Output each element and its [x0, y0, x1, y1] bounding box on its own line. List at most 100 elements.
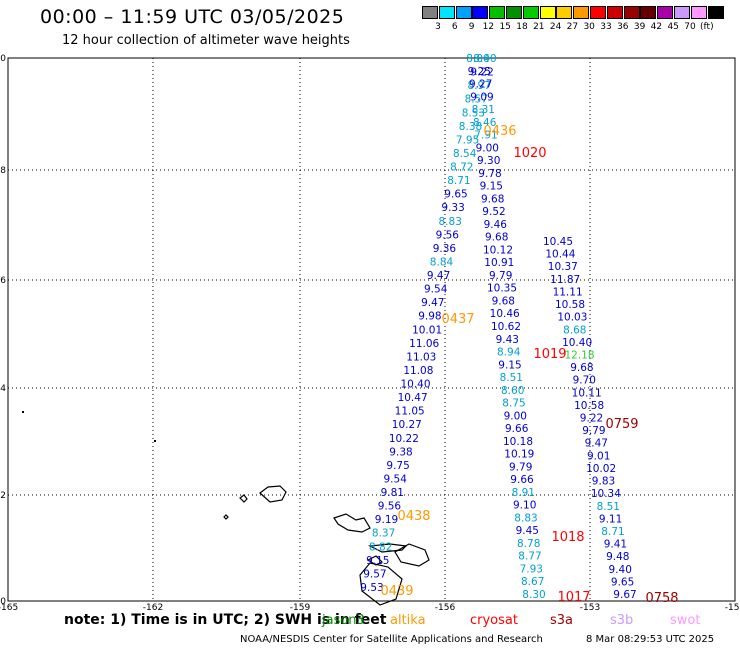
pass-time-label: 0439	[380, 584, 413, 599]
scale-swatch	[590, 6, 606, 19]
wave-height-label: 9.27	[469, 79, 492, 91]
island-outline	[259, 485, 287, 503]
wave-height-label: 9.48	[606, 551, 629, 563]
wave-height-label: 10.37	[548, 261, 578, 273]
scale-swatch	[640, 6, 657, 19]
wave-height-label: 9.68	[492, 296, 515, 308]
scale-label: 24	[549, 22, 562, 32]
wave-height-label: 9.68	[481, 193, 504, 205]
wave-height-label: 9.54	[384, 474, 408, 486]
wave-height-label: 7.91	[474, 130, 497, 142]
legend-s3b: s3b	[610, 613, 634, 628]
wave-height-label: 9.47	[427, 270, 450, 282]
wave-height-label: 9.79	[489, 270, 512, 282]
wave-height-label: 10.40	[562, 337, 592, 349]
wave-height-label: 9.67	[613, 589, 636, 601]
wave-height-label: 8.78	[517, 538, 540, 550]
pass-time-label: 0438	[397, 509, 430, 524]
wave-height-label: 9.15	[480, 181, 503, 193]
wave-height-label: 10.34	[591, 488, 621, 500]
scale-swatch	[539, 6, 556, 19]
wave-height-label: 9.78	[478, 168, 501, 180]
wave-height-label: 9.25	[468, 66, 491, 78]
wave-height-label: 10.40	[400, 379, 430, 391]
wave-height-label: 10.44	[545, 249, 575, 261]
wave-height-label: 8.72	[450, 162, 473, 174]
legend-jason3: jason3	[322, 613, 365, 628]
wave-height-label: 11.03	[406, 351, 436, 363]
wave-height-label: 10.22	[389, 433, 419, 445]
wave-height-label: 8.97	[468, 80, 491, 92]
page-subtitle: 12 hour collection of altimeter wave hei…	[62, 33, 350, 48]
wave-height-label: 8.84	[430, 257, 454, 269]
lon-tick-label: -156	[435, 603, 456, 613]
lon-tick-label: -150	[725, 603, 740, 613]
wave-height-label: 8.94	[497, 347, 521, 359]
wave-height-label: 9.33	[441, 202, 464, 214]
wave-height-label: 12.18	[564, 350, 594, 362]
wave-height-label: 9.41	[604, 539, 627, 551]
island-dot	[22, 411, 24, 413]
wave-height-label: 8.83	[439, 216, 462, 228]
legend-cryosat: cryosat	[470, 613, 518, 628]
wave-height-label: 9.15	[366, 555, 389, 567]
wave-height-label: 8.82	[369, 541, 392, 553]
lon-tick-label: -162	[143, 603, 163, 613]
scale-label: 30	[583, 22, 595, 32]
scale-label: 21	[533, 22, 545, 32]
scale-swatch	[422, 6, 438, 19]
scale-swatch	[657, 6, 674, 19]
wave-height-label: 10.62	[491, 321, 521, 333]
wave-height-label: 11.11	[553, 286, 583, 298]
wave-height-label: 9.22	[470, 67, 493, 79]
scale-swatch	[707, 6, 724, 19]
wave-height-label: 8.71	[601, 526, 624, 538]
wave-height-label: 10.46	[490, 308, 520, 320]
scale-label: 15	[499, 22, 511, 32]
legend-altika: altika	[390, 613, 426, 628]
wave-height-label: 9.56	[436, 229, 460, 241]
wave-height-label: 9.15	[498, 359, 521, 371]
wave-height-label: 9.38	[389, 446, 412, 458]
wave-height-label: 8.57	[465, 94, 488, 106]
wave-height-label: 10.47	[398, 392, 428, 404]
scale-label: 33	[600, 22, 612, 32]
wave-height-label: 8.77	[518, 551, 541, 563]
wave-height-label: 7.95	[456, 134, 479, 146]
wave-height-label: 10.01	[412, 324, 442, 336]
wave-height-label: 9.65	[444, 189, 467, 201]
scale-label: 12	[482, 22, 495, 32]
wave-height-label: 9.53	[360, 582, 383, 594]
island-outline	[359, 562, 403, 606]
scale-swatch	[522, 6, 539, 19]
wave-height-label: 9.57	[363, 568, 386, 580]
wave-height-label: 10.91	[484, 257, 514, 269]
scale-label: 45	[667, 22, 679, 32]
wave-height-label: 9.68	[485, 232, 508, 244]
map-frame	[7, 57, 736, 602]
wave-height-label: 8.67	[521, 576, 544, 588]
pass-time-label: 1019	[533, 347, 566, 362]
scale-label: 18	[516, 22, 528, 32]
wave-height-label: 8.91	[512, 487, 535, 499]
wave-height-label: 8.51	[597, 501, 620, 513]
wave-height-label: 8.83	[514, 512, 537, 524]
pass-time-label: 1018	[551, 530, 584, 545]
wave-height-label: 9.19	[375, 514, 398, 526]
lon-tick-label: -153	[580, 603, 600, 613]
wave-height-label: 11.08	[403, 365, 433, 377]
wave-height-label: 9.01	[587, 450, 610, 462]
wave-height-label: 8.37	[372, 528, 395, 540]
wave-height-label: 7.93	[520, 564, 543, 576]
lat-tick-label: 24	[0, 384, 6, 394]
wave-height-label: 8.75	[502, 398, 525, 410]
wave-height-label: 9.45	[516, 525, 539, 537]
wave-height-label: 9.75	[386, 460, 409, 472]
scale-label: 6	[451, 22, 458, 32]
scale-label: 39	[633, 22, 646, 32]
wave-height-label: 9.56	[378, 501, 402, 513]
scale-swatch	[674, 6, 690, 19]
island-outline	[367, 543, 408, 553]
wave-height-label: 10.19	[504, 449, 534, 461]
